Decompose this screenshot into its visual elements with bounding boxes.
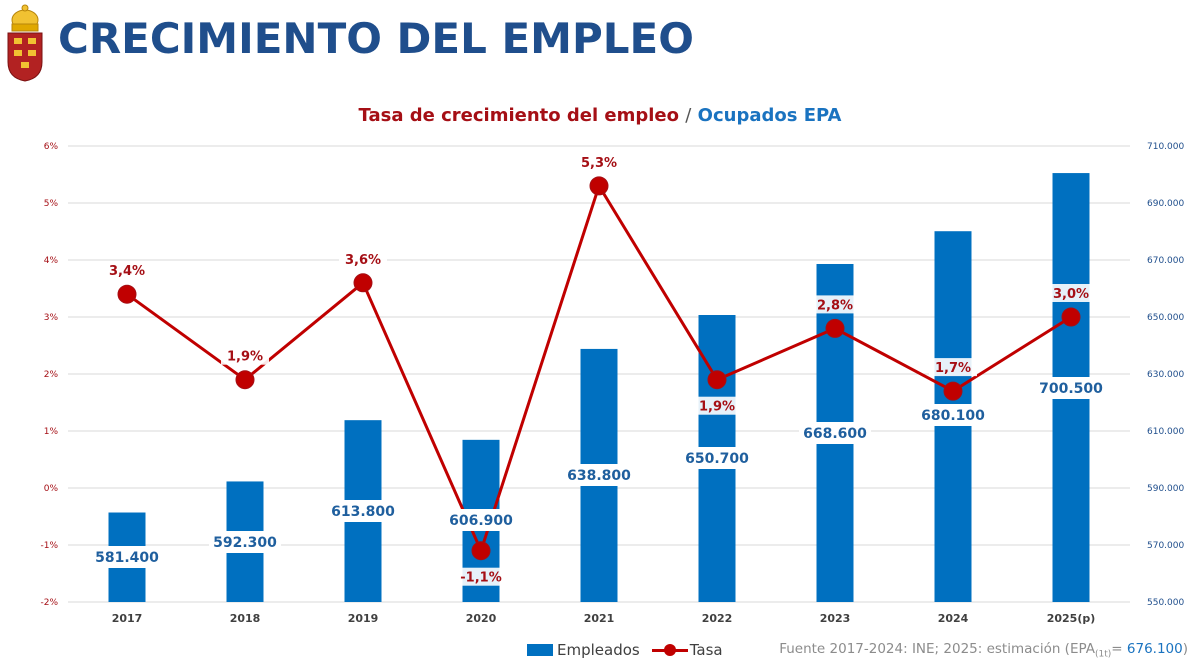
- x-axis-tick-label: 2021: [584, 612, 615, 625]
- bar-value-label: 613.800: [331, 504, 395, 520]
- x-axis-tick-label: 2022: [702, 612, 733, 625]
- point-tasa: [353, 273, 373, 293]
- right-axis-tick-label: 590.000: [1147, 484, 1184, 494]
- rate-label-background: [1047, 284, 1095, 302]
- rate-label-background: [811, 295, 859, 314]
- page-title: CRECIMIENTO DEL EMPLEO: [58, 14, 694, 63]
- rate-value-label: -1,1%: [460, 571, 501, 586]
- legend-bar-swatch-icon: [527, 644, 553, 656]
- right-axis-tick-label: 670.000: [1147, 256, 1184, 266]
- x-axis-tick-label: 2017: [112, 612, 143, 625]
- point-tasa: [471, 541, 491, 561]
- rate-label-background: [221, 346, 269, 365]
- rate-value-label: 1,9%: [699, 400, 735, 415]
- left-axis-tick-label: 0%: [44, 484, 59, 494]
- bar-value-label: 680.100: [921, 408, 985, 424]
- chart-title: Tasa de crecimiento del empleo / Ocupado…: [0, 105, 1200, 126]
- left-axis-tick-label: 5%: [44, 199, 59, 209]
- point-tasa: [1061, 307, 1081, 327]
- bar-label-background: [445, 509, 517, 531]
- bar-label-background: [917, 404, 989, 426]
- rate-value-label: 2,8%: [817, 298, 853, 313]
- source-prefix: Fuente 2017-2024: INE; 2025: estimación …: [779, 641, 1095, 657]
- x-axis-tick-label: 2020: [466, 612, 497, 625]
- bar-label-background: [327, 500, 399, 522]
- left-axis-tick-label: 2%: [44, 370, 59, 380]
- bar-label-background: [91, 546, 163, 568]
- bar-label-background: [799, 422, 871, 444]
- right-axis-tick-label: 710.000: [1147, 142, 1184, 152]
- x-axis-tick-label: 2023: [820, 612, 851, 625]
- bar-value-label: 581.400: [95, 550, 159, 566]
- region-crest-icon: [7, 4, 43, 82]
- point-tasa: [825, 318, 845, 338]
- rate-label-background: [457, 567, 505, 586]
- bar-label-background: [681, 447, 753, 469]
- x-axis-tick-label: 2018: [230, 612, 261, 625]
- bar-label-background: [1035, 377, 1107, 399]
- bar-label-background: [209, 531, 281, 553]
- bar-value-label: 700.500: [1039, 381, 1103, 397]
- bar-value-label: 668.600: [803, 426, 867, 442]
- chart-legend: Empleados Tasa: [527, 640, 723, 660]
- bar-value-label: 606.900: [449, 513, 513, 529]
- point-tasa: [943, 381, 963, 401]
- legend-line-marker-icon: [651, 644, 688, 656]
- x-axis-tick-label: 2024: [938, 612, 969, 625]
- bar-value-label: 650.700: [685, 451, 749, 467]
- left-axis-tick-label: 1%: [44, 427, 59, 437]
- left-axis-tick-label: 4%: [44, 256, 59, 266]
- right-axis-tick-label: 650.000: [1147, 313, 1184, 323]
- chart-title-separator: /: [685, 105, 692, 126]
- rate-label-background: [339, 249, 387, 268]
- rate-value-label: 3,0%: [1053, 287, 1089, 302]
- right-axis-tick-label: 610.000: [1147, 427, 1184, 437]
- rate-value-label: 1,9%: [227, 350, 263, 365]
- right-axis-tick-label: 690.000: [1147, 199, 1184, 209]
- x-axis-tick-label: 2025(p): [1047, 612, 1096, 625]
- chart-title-rate: Tasa de crecimiento del empleo: [358, 105, 680, 126]
- rate-value-label: 5,3%: [581, 156, 617, 171]
- bar-value-label: 592.300: [213, 535, 277, 551]
- left-axis-tick-label: 6%: [44, 142, 59, 152]
- chart-title-employed: Ocupados EPA: [697, 105, 842, 126]
- right-axis-tick-label: 570.000: [1147, 541, 1184, 551]
- rate-label-background: [693, 396, 741, 415]
- point-tasa: [589, 176, 609, 196]
- point-tasa: [707, 370, 727, 390]
- right-axis-tick-label: 630.000: [1147, 370, 1184, 380]
- rate-label-background: [103, 261, 151, 280]
- source-note: Fuente 2017-2024: INE; 2025: estimación …: [779, 641, 1188, 660]
- rate-label-background: [929, 358, 977, 377]
- source-equals: =: [1111, 641, 1127, 657]
- rate-label-background: [575, 152, 623, 171]
- source-subscript: (1t): [1095, 649, 1112, 660]
- legend-bars-label: Empleados: [557, 641, 640, 659]
- point-tasa: [117, 284, 137, 304]
- rate-value-label: 1,7%: [935, 361, 971, 376]
- x-axis-tick-label: 2019: [348, 612, 379, 625]
- bar-label-background: [563, 464, 635, 486]
- rate-value-label: 3,4%: [109, 264, 145, 279]
- source-suffix: ): [1182, 641, 1188, 657]
- right-axis-tick-label: 550.000: [1147, 598, 1184, 608]
- left-axis-tick-label: 3%: [44, 313, 59, 323]
- rate-value-label: 3,6%: [345, 253, 381, 268]
- legend-line-label: Tasa: [689, 641, 723, 659]
- bar-value-label: 638.800: [567, 468, 631, 484]
- left-axis-tick-label: -2%: [40, 598, 58, 608]
- source-value: 676.100: [1126, 641, 1183, 657]
- left-axis-tick-label: -1%: [40, 541, 58, 551]
- point-tasa: [235, 370, 255, 390]
